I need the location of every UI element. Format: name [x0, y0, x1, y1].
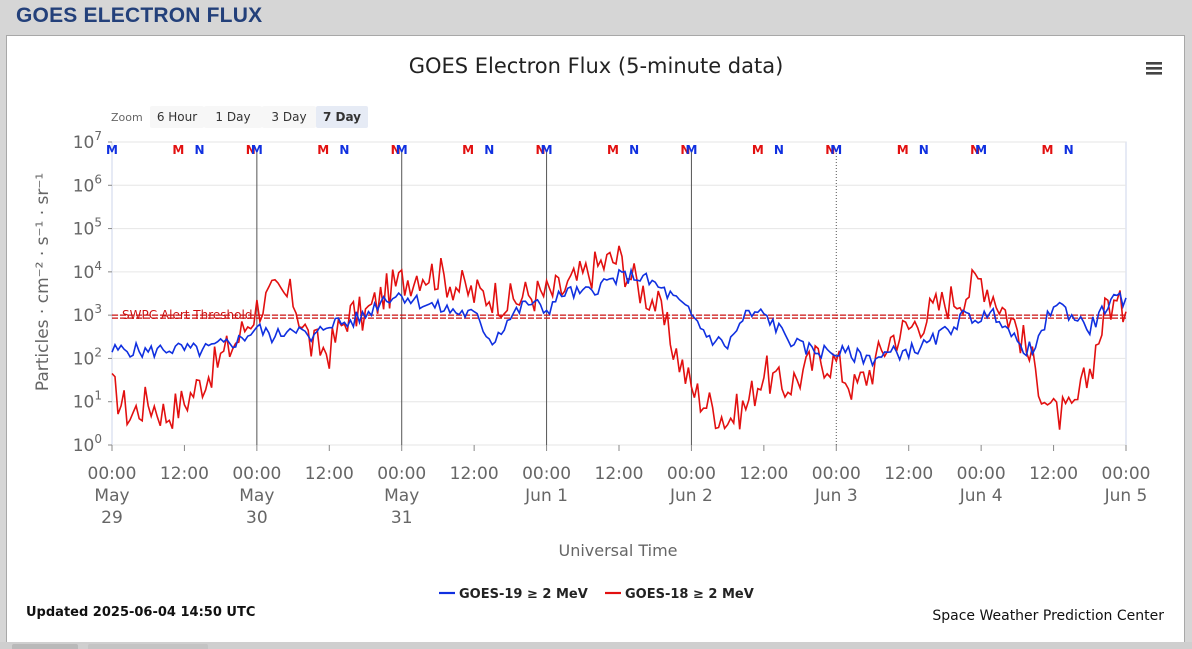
footer-tab[interactable] [88, 644, 208, 649]
orbit-marker: M [752, 143, 764, 157]
orbit-marker: M [172, 143, 184, 157]
threshold-label: SWPC Alert Threshold [122, 308, 252, 322]
zoom-button-label[interactable]: 1 Day [215, 110, 250, 124]
x-tick-time: 00:00 [667, 464, 716, 484]
zoom-button-bg[interactable] [316, 106, 368, 128]
x-tick-date: May [239, 486, 274, 506]
zoom-button-7-day[interactable]: 7 Day [316, 106, 368, 128]
x-tick-time: 12:00 [305, 464, 354, 484]
orbit-marker: M [830, 143, 842, 157]
orbit-marker: N [629, 143, 639, 157]
zoom-button-bg[interactable] [150, 106, 204, 128]
electron-flux-chart: GOES Electron Flux (5-minute data) Zoom … [26, 54, 1164, 624]
y-tick-label: 100 [73, 432, 102, 456]
x-tick-time: 00:00 [812, 464, 861, 484]
series-line-goes18 [111, 245, 1127, 431]
orbit-marker: N [774, 143, 784, 157]
x-tick-time: 12:00 [884, 464, 933, 484]
x-tick-date: Jun 1 [524, 486, 568, 506]
legend-label[interactable]: GOES-19 ≥ 2 MeV [459, 587, 588, 602]
x-tick-time: 00:00 [232, 464, 281, 484]
page-title: GOES ELECTRON FLUX [16, 4, 263, 27]
x-tick-time: 12:00 [739, 464, 788, 484]
orbit-marker: M [685, 143, 697, 157]
y-tick-label: 101 [73, 389, 102, 413]
y-tick-label: 104 [73, 259, 102, 283]
chart-panel: GOES Electron Flux (5-minute data) Zoom … [6, 35, 1185, 643]
x-tick-time: 00:00 [1102, 464, 1151, 484]
legend-label[interactable]: GOES-18 ≥ 2 MeV [625, 587, 754, 602]
zoom-button-label[interactable]: 6 Hour [157, 110, 197, 124]
zoom-button-bg[interactable] [204, 106, 262, 128]
x-tick-date: Jun 5 [1104, 486, 1148, 506]
orbit-marker: N [919, 143, 929, 157]
orbit-marker: M [607, 143, 619, 157]
zoom-button-bg[interactable] [262, 106, 316, 128]
y-tick-label: 105 [73, 216, 102, 240]
x-tick-time: 12:00 [595, 464, 644, 484]
x-tick-date: 30 [246, 508, 268, 528]
orbit-marker: M [975, 143, 987, 157]
orbit-marker: M [251, 143, 263, 157]
legend: GOES-19 ≥ 2 MeV GOES-18 ≥ 2 MeV [439, 587, 754, 602]
x-tick-time: 00:00 [957, 464, 1006, 484]
x-tick-date: Jun 3 [814, 486, 858, 506]
x-tick-time: 12:00 [160, 464, 209, 484]
zoom-button-label[interactable]: 7 Day [323, 110, 361, 124]
plot-area [111, 141, 1127, 446]
series-line-goes19 [111, 267, 1127, 368]
x-tick-time: 12:00 [1029, 464, 1078, 484]
x-axis-title: Universal Time [558, 541, 677, 560]
y-tick-label: 103 [73, 302, 102, 326]
x-tick-date: May [94, 486, 129, 506]
updated-text: Updated 2025-06-04 14:50 UTC [26, 605, 255, 620]
x-tick-time: 00:00 [88, 464, 137, 484]
orbit-marker: N [246, 143, 256, 157]
y-axis-title: Particles · cm⁻² · s⁻¹ · sr⁻¹ [33, 173, 53, 391]
x-tick-date: May [384, 486, 419, 506]
orbit-marker: M [317, 143, 329, 157]
orbit-marker: N [194, 143, 204, 157]
y-tick-label: 107 [73, 129, 102, 153]
zoom-label: Zoom [111, 111, 143, 124]
legend-item-goes19[interactable]: GOES-19 ≥ 2 MeV [439, 587, 588, 602]
x-tick-date: Jun 4 [959, 486, 1003, 506]
chart-title: GOES Electron Flux (5-minute data) [409, 54, 784, 78]
orbit-marker: N [825, 143, 835, 157]
x-tick-date: Jun 2 [669, 486, 713, 506]
footer-tab[interactable] [12, 644, 78, 649]
y-tick-label: 102 [73, 345, 102, 369]
legend-item-goes18[interactable]: GOES-18 ≥ 2 MeV [605, 587, 754, 602]
x-tick-time: 00:00 [522, 464, 571, 484]
zoom-button-6-hour[interactable]: 6 Hour [150, 106, 204, 128]
zoom-button-3-day[interactable]: 3 Day [262, 106, 316, 128]
orbit-marker: M [897, 143, 909, 157]
orbit-marker: N [680, 143, 690, 157]
x-tick-date: 31 [391, 508, 413, 528]
zoom-button-1-day[interactable]: 1 Day [204, 106, 262, 128]
orbit-marker: N [1064, 143, 1074, 157]
page-footer-strip [0, 642, 1192, 649]
orbit-marker: N [391, 143, 401, 157]
x-tick-time: 00:00 [377, 464, 426, 484]
orbit-marker: M [541, 143, 553, 157]
orbit-marker: N [339, 143, 349, 157]
orbit-marker: M [396, 143, 408, 157]
x-tick-time: 12:00 [450, 464, 499, 484]
credit-text: Space Weather Prediction Center [932, 608, 1164, 624]
orbit-marker: N [484, 143, 494, 157]
orbit-marker: N [970, 143, 980, 157]
orbit-marker: N [536, 143, 546, 157]
zoom-button-label[interactable]: 3 Day [271, 110, 306, 124]
orbit-marker: M [106, 143, 118, 157]
menu-icon[interactable] [1146, 62, 1162, 75]
orbit-marker: M [462, 143, 474, 157]
orbit-marker: M [1042, 143, 1054, 157]
y-tick-label: 106 [73, 172, 102, 196]
x-tick-date: 29 [101, 508, 123, 528]
